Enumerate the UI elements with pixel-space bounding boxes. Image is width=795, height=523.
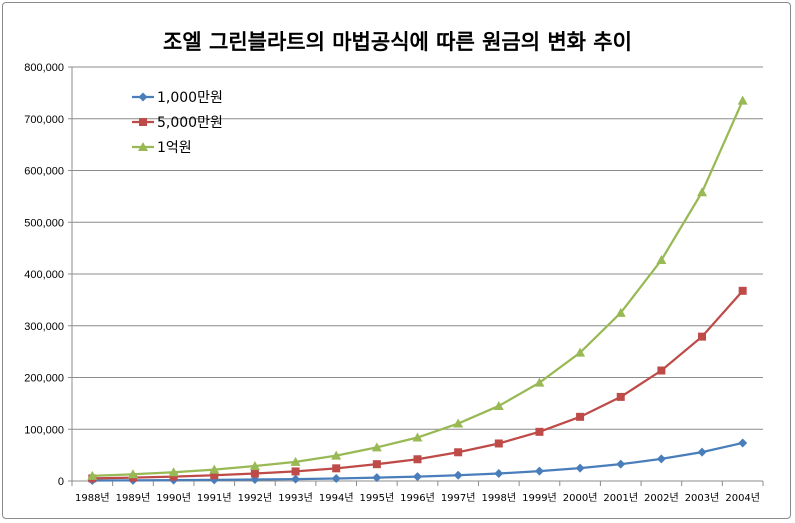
x-tick-label: 1999년 xyxy=(522,492,557,504)
data-point xyxy=(453,470,463,480)
legend-marker xyxy=(138,92,148,102)
data-point xyxy=(738,286,747,295)
data-point xyxy=(372,473,382,483)
data-point xyxy=(615,307,626,317)
x-tick-label: 1997년 xyxy=(441,492,476,504)
data-point xyxy=(737,95,748,105)
y-tick-label: 700,000 xyxy=(24,114,64,126)
data-point xyxy=(697,187,708,197)
y-tick-label: 200,000 xyxy=(24,373,64,385)
data-point xyxy=(493,400,504,410)
x-tick-label: 2003년 xyxy=(685,492,720,504)
legend-entry: 1억원 xyxy=(132,140,192,156)
data-point xyxy=(534,466,544,476)
legend-marker xyxy=(138,142,148,151)
data-point xyxy=(616,459,626,469)
legend-entry: 5,000만원 xyxy=(132,115,223,131)
x-tick-label: 1990년 xyxy=(156,492,191,504)
chart-title: 조엘 그린블라트의 마법공식에 따른 원금의 변화 추이 xyxy=(163,30,632,54)
data-point xyxy=(210,471,219,480)
data-point xyxy=(656,454,666,464)
x-tick-label: 2004년 xyxy=(725,492,760,504)
x-tick-label: 1998년 xyxy=(481,492,516,504)
legend-label: 1,000만원 xyxy=(157,90,223,106)
data-point xyxy=(453,418,464,428)
data-point xyxy=(454,448,463,457)
data-point xyxy=(494,468,504,478)
x-tick-label: 1989년 xyxy=(116,492,151,504)
legend-marker xyxy=(139,118,147,126)
y-tick-label: 800,000 xyxy=(24,62,64,74)
y-tick-label: 0 xyxy=(58,476,64,488)
data-point xyxy=(535,427,544,436)
x-tick-label: 1992년 xyxy=(238,492,273,504)
x-axis-ticks: 1988년 1989년 1990년 1991년 1992년 1993년 1994년 1995년… xyxy=(75,492,760,504)
data-point xyxy=(575,347,586,357)
data-point xyxy=(87,470,98,480)
data-point xyxy=(656,255,667,265)
data-point xyxy=(413,455,422,464)
x-tick-label: 1993년 xyxy=(278,492,313,504)
series-line xyxy=(92,290,744,480)
data-point xyxy=(372,460,381,469)
data-point xyxy=(331,450,342,460)
data-point xyxy=(697,447,707,457)
legend-entry: 1,000만원 xyxy=(132,90,223,106)
data-point xyxy=(494,439,503,448)
data-point xyxy=(209,464,220,474)
x-tick-label: 1995년 xyxy=(360,492,395,504)
legend-label: 1억원 xyxy=(157,140,192,156)
data-point xyxy=(249,460,260,470)
x-tick-label: 1988년 xyxy=(75,492,110,504)
y-tick-label: 100,000 xyxy=(24,424,64,436)
y-tick-label: 600,000 xyxy=(24,166,64,178)
data-point xyxy=(168,467,179,477)
y-tick-label: 300,000 xyxy=(24,321,64,333)
series-2 xyxy=(88,286,747,483)
y-tick-label: 500,000 xyxy=(24,217,64,229)
series-3 xyxy=(87,95,748,480)
data-point xyxy=(576,412,585,421)
legend: 1,000만원 5,000만원 1억원 xyxy=(132,90,223,156)
data-point xyxy=(250,469,259,478)
series-layer xyxy=(87,95,748,485)
data-point xyxy=(616,392,625,401)
data-point xyxy=(575,463,585,473)
y-tick-label: 400,000 xyxy=(24,269,64,281)
data-point xyxy=(412,432,423,442)
data-point xyxy=(291,467,300,476)
data-point xyxy=(534,377,545,387)
x-tick-label: 2001년 xyxy=(603,492,638,504)
x-tick-label: 1996년 xyxy=(400,492,435,504)
data-point xyxy=(291,474,301,484)
x-tick-label: 1991년 xyxy=(197,492,232,504)
data-point xyxy=(698,332,707,341)
x-tick-label: 2002년 xyxy=(644,492,679,504)
data-point xyxy=(169,472,178,481)
series-line xyxy=(92,100,744,477)
y-axis-ticks: 0 100,000 200,000 300,000 400,000 500,000 600,… xyxy=(24,62,64,488)
x-tick-label: 2000년 xyxy=(563,492,598,504)
data-point xyxy=(127,469,138,479)
series-1 xyxy=(87,438,748,485)
x-tick-label: 1994년 xyxy=(319,492,354,504)
legend-label: 5,000만원 xyxy=(157,115,223,131)
data-point xyxy=(371,442,382,452)
data-point xyxy=(331,473,341,483)
data-point xyxy=(413,472,422,482)
data-point xyxy=(332,464,341,473)
data-point xyxy=(657,366,666,375)
data-point xyxy=(290,456,301,466)
data-point xyxy=(738,438,748,448)
gridlines xyxy=(72,66,763,430)
